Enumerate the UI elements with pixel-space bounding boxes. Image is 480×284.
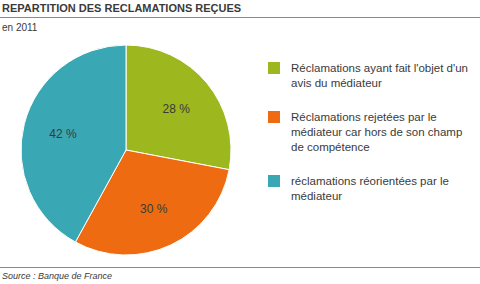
legend-label: réclamations réorientées par lemédiateur bbox=[291, 175, 449, 202]
legend-swatch bbox=[268, 62, 280, 74]
chart: REPARTITION DES RECLAMATIONS REÇUES en 20… bbox=[0, 0, 480, 284]
pie-slice bbox=[126, 45, 231, 170]
source: Source : Banque de France bbox=[2, 271, 112, 281]
legend-item: réclamations réorientées par lemédiateur bbox=[268, 175, 449, 202]
legend-item: Réclamations ayant fait l'objet d'unavis… bbox=[268, 62, 468, 89]
legend-label: Réclamations ayant fait l'objet d'unavis… bbox=[291, 62, 468, 89]
legend-label: Réclamations rejetées par lemédiateur ca… bbox=[291, 111, 462, 153]
data-label: 28 % bbox=[162, 102, 190, 116]
legend: Réclamations ayant fait l'objet d'unavis… bbox=[268, 62, 468, 202]
title-rule bbox=[0, 17, 480, 18]
legend-swatch bbox=[268, 111, 280, 123]
data-label: 42 % bbox=[49, 127, 77, 141]
title: REPARTITION DES RECLAMATIONS REÇUES bbox=[2, 2, 241, 14]
subtitle: en 2011 bbox=[2, 22, 38, 33]
data-label: 30 % bbox=[140, 202, 168, 216]
pie bbox=[21, 45, 231, 255]
data-labels: 28 % 30 % 42 % bbox=[49, 102, 190, 216]
legend-swatch bbox=[268, 175, 280, 187]
source-rule bbox=[0, 267, 480, 268]
legend-item: Réclamations rejetées par lemédiateur ca… bbox=[268, 111, 462, 153]
pie-slice bbox=[21, 45, 126, 242]
